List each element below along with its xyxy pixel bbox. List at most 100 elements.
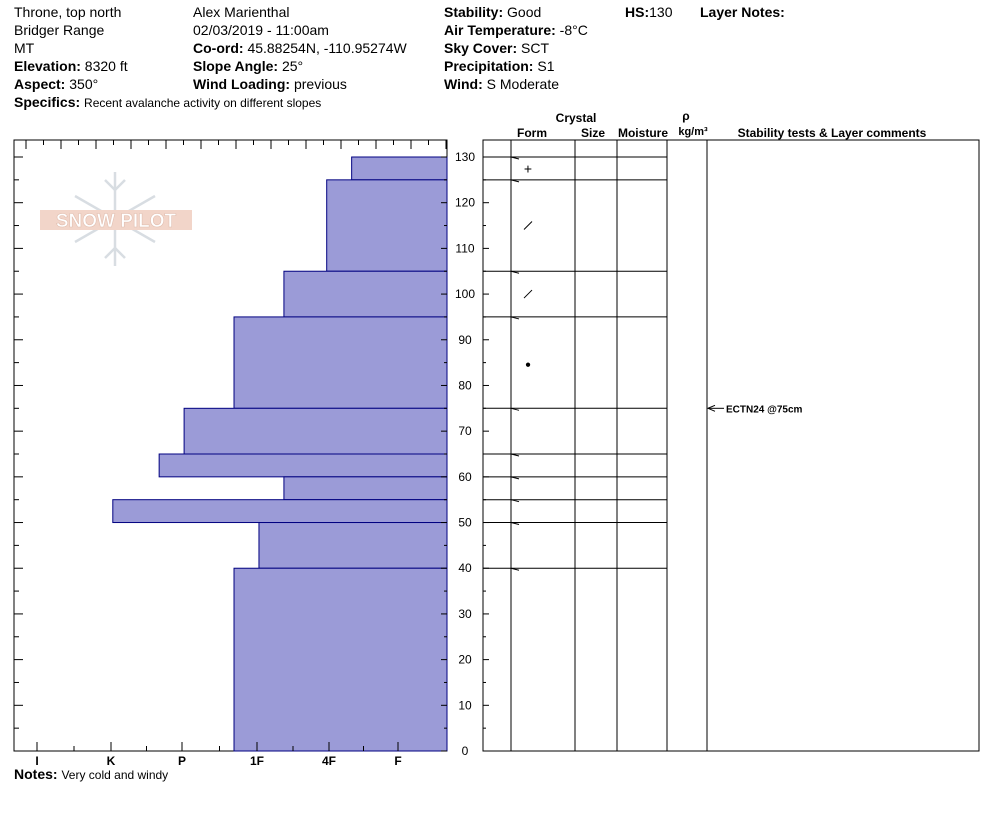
depth-tick-label: 50 bbox=[458, 516, 472, 530]
specifics-value: Recent avalanche activity on different s… bbox=[84, 96, 322, 110]
layer-notes: Layer Notes: bbox=[700, 3, 785, 21]
hardness-bar-7 bbox=[112, 499, 448, 524]
test-arrow-head-0 bbox=[706, 404, 716, 412]
hs-label: HS: bbox=[625, 4, 650, 20]
range: Bridger Range bbox=[14, 22, 105, 38]
test-label-0: ECTN24 @75cm bbox=[726, 404, 803, 415]
air-temp-label: Air Temperature: bbox=[444, 22, 556, 38]
wind-label: Wind: bbox=[444, 76, 483, 92]
precip-value: S1 bbox=[537, 58, 555, 74]
grain-symbol-2 bbox=[523, 289, 533, 299]
hardness-bar-8 bbox=[258, 522, 448, 569]
elevation-label: Elevation: bbox=[14, 58, 81, 74]
hs: HS:130 bbox=[625, 3, 672, 21]
depth-tick-label: 110 bbox=[455, 241, 474, 255]
hardness-bar-4 bbox=[183, 407, 448, 455]
density-unit-header: kg/m³ bbox=[678, 126, 708, 138]
hardness-bar-2 bbox=[283, 270, 448, 318]
layer-boundary-connector bbox=[510, 476, 520, 480]
size-header: Size bbox=[581, 126, 605, 140]
slope-label: Slope Angle: bbox=[193, 58, 279, 74]
layer-boundary-connector bbox=[510, 270, 520, 274]
sky-label: Sky Cover: bbox=[444, 40, 518, 56]
hardness-bar-5 bbox=[158, 453, 448, 478]
comments-header: Stability tests & Layer comments bbox=[738, 126, 927, 140]
hardness-tick-label: K bbox=[107, 754, 116, 768]
hardness-bar-9 bbox=[233, 567, 448, 752]
hardness-tick-label: I bbox=[35, 754, 38, 768]
observer: Alex Marienthal bbox=[193, 4, 290, 20]
layer-boundary-connector bbox=[510, 407, 520, 411]
grain-symbol-1 bbox=[523, 221, 533, 230]
sky-cover: Sky Cover: SCT bbox=[444, 39, 549, 57]
hardness-tick-label: 1F bbox=[250, 754, 264, 768]
slope-value: 25° bbox=[281, 58, 304, 74]
depth-tick-label: 130 bbox=[455, 150, 475, 164]
depth-tick-label: 80 bbox=[458, 378, 472, 392]
state: MT bbox=[14, 40, 35, 56]
layer-boundary-connector bbox=[510, 499, 520, 503]
layer-table-frame bbox=[482, 139, 980, 752]
layer-boundary-connector bbox=[510, 316, 520, 320]
precip-label: Precipitation: bbox=[444, 58, 534, 74]
notes-value: Very cold and windy bbox=[61, 768, 169, 782]
depth-tick-label: 90 bbox=[458, 333, 472, 347]
layer-boundary-connector bbox=[510, 453, 520, 457]
logo-band bbox=[40, 210, 192, 230]
depth-tick-label: 30 bbox=[458, 607, 472, 621]
hardness-bar-1 bbox=[326, 179, 448, 272]
hardness-bar-0 bbox=[351, 156, 448, 181]
precipitation: Precipitation: S1 bbox=[444, 57, 554, 75]
grain-symbol-3: ● bbox=[525, 360, 531, 371]
air-temperature: Air Temperature: -8°C bbox=[444, 21, 588, 39]
layer-notes-label: Layer Notes: bbox=[700, 4, 785, 20]
wind-loading-value: previous bbox=[293, 76, 347, 92]
layer-boundary-connector bbox=[510, 179, 520, 183]
rho-header: ρ bbox=[682, 109, 689, 123]
datetime: 02/03/2019 - 11:00am bbox=[193, 22, 329, 38]
wind-loading: Wind Loading: previous bbox=[193, 75, 347, 93]
elevation-value: 8320 ft bbox=[84, 58, 128, 74]
depth-tick-label: 0 bbox=[462, 744, 469, 758]
slope-angle: Slope Angle: 25° bbox=[193, 57, 303, 75]
moisture-header: Moisture bbox=[618, 126, 668, 140]
hardness-bar-6 bbox=[283, 476, 448, 501]
stability-label: Stability: bbox=[444, 4, 504, 20]
depth-tick-label: 20 bbox=[458, 653, 472, 667]
depth-tick-label: 40 bbox=[458, 561, 472, 575]
depth-tick-label: 70 bbox=[458, 424, 472, 438]
crystal-header: Crystal bbox=[556, 111, 597, 125]
depth-tick-label: 10 bbox=[458, 698, 472, 712]
logo-text: SNOW PILOT bbox=[56, 211, 177, 232]
wind-loading-label: Wind Loading: bbox=[193, 76, 291, 92]
coord: Co-ord: 45.88254N, -110.95274W bbox=[193, 39, 407, 57]
specifics-label: Specifics: bbox=[14, 94, 81, 110]
air-temp-value: -8°C bbox=[559, 22, 588, 38]
stability: Stability: Good bbox=[444, 3, 541, 21]
snowpilot-logo: SNOW PILOT bbox=[40, 172, 192, 266]
aspect: Aspect: 350° bbox=[14, 75, 98, 93]
hardness-tick-label: P bbox=[178, 754, 186, 768]
notes: Notes: Very cold and windy bbox=[14, 765, 168, 784]
coord-value: 45.88254N, -110.95274W bbox=[247, 40, 407, 56]
coord-label: Co-ord: bbox=[193, 40, 244, 56]
aspect-value: 350° bbox=[69, 76, 99, 92]
wind-value: S Moderate bbox=[486, 76, 560, 92]
wind: Wind: S Moderate bbox=[444, 75, 559, 93]
hardness-bar-3 bbox=[233, 316, 448, 409]
layer-boundary-connector bbox=[510, 522, 520, 526]
elevation: Elevation: 8320 ft bbox=[14, 57, 128, 75]
hs-value: 130 bbox=[649, 4, 673, 20]
form-header: Form bbox=[517, 126, 547, 140]
depth-tick-label: 120 bbox=[455, 196, 475, 210]
depth-tick-label: 100 bbox=[455, 287, 475, 301]
hardness-tick-label: F bbox=[394, 754, 401, 768]
sky-value: SCT bbox=[521, 40, 550, 56]
layer-boundary-connector bbox=[510, 156, 520, 160]
depth-tick-label: 60 bbox=[458, 470, 472, 484]
hardness-tick-label: 4F bbox=[322, 754, 336, 768]
specifics: Specifics: Recent avalanche activity on … bbox=[14, 93, 321, 112]
grain-symbol-0: + bbox=[524, 160, 532, 176]
layer-boundary-connector bbox=[510, 567, 520, 571]
